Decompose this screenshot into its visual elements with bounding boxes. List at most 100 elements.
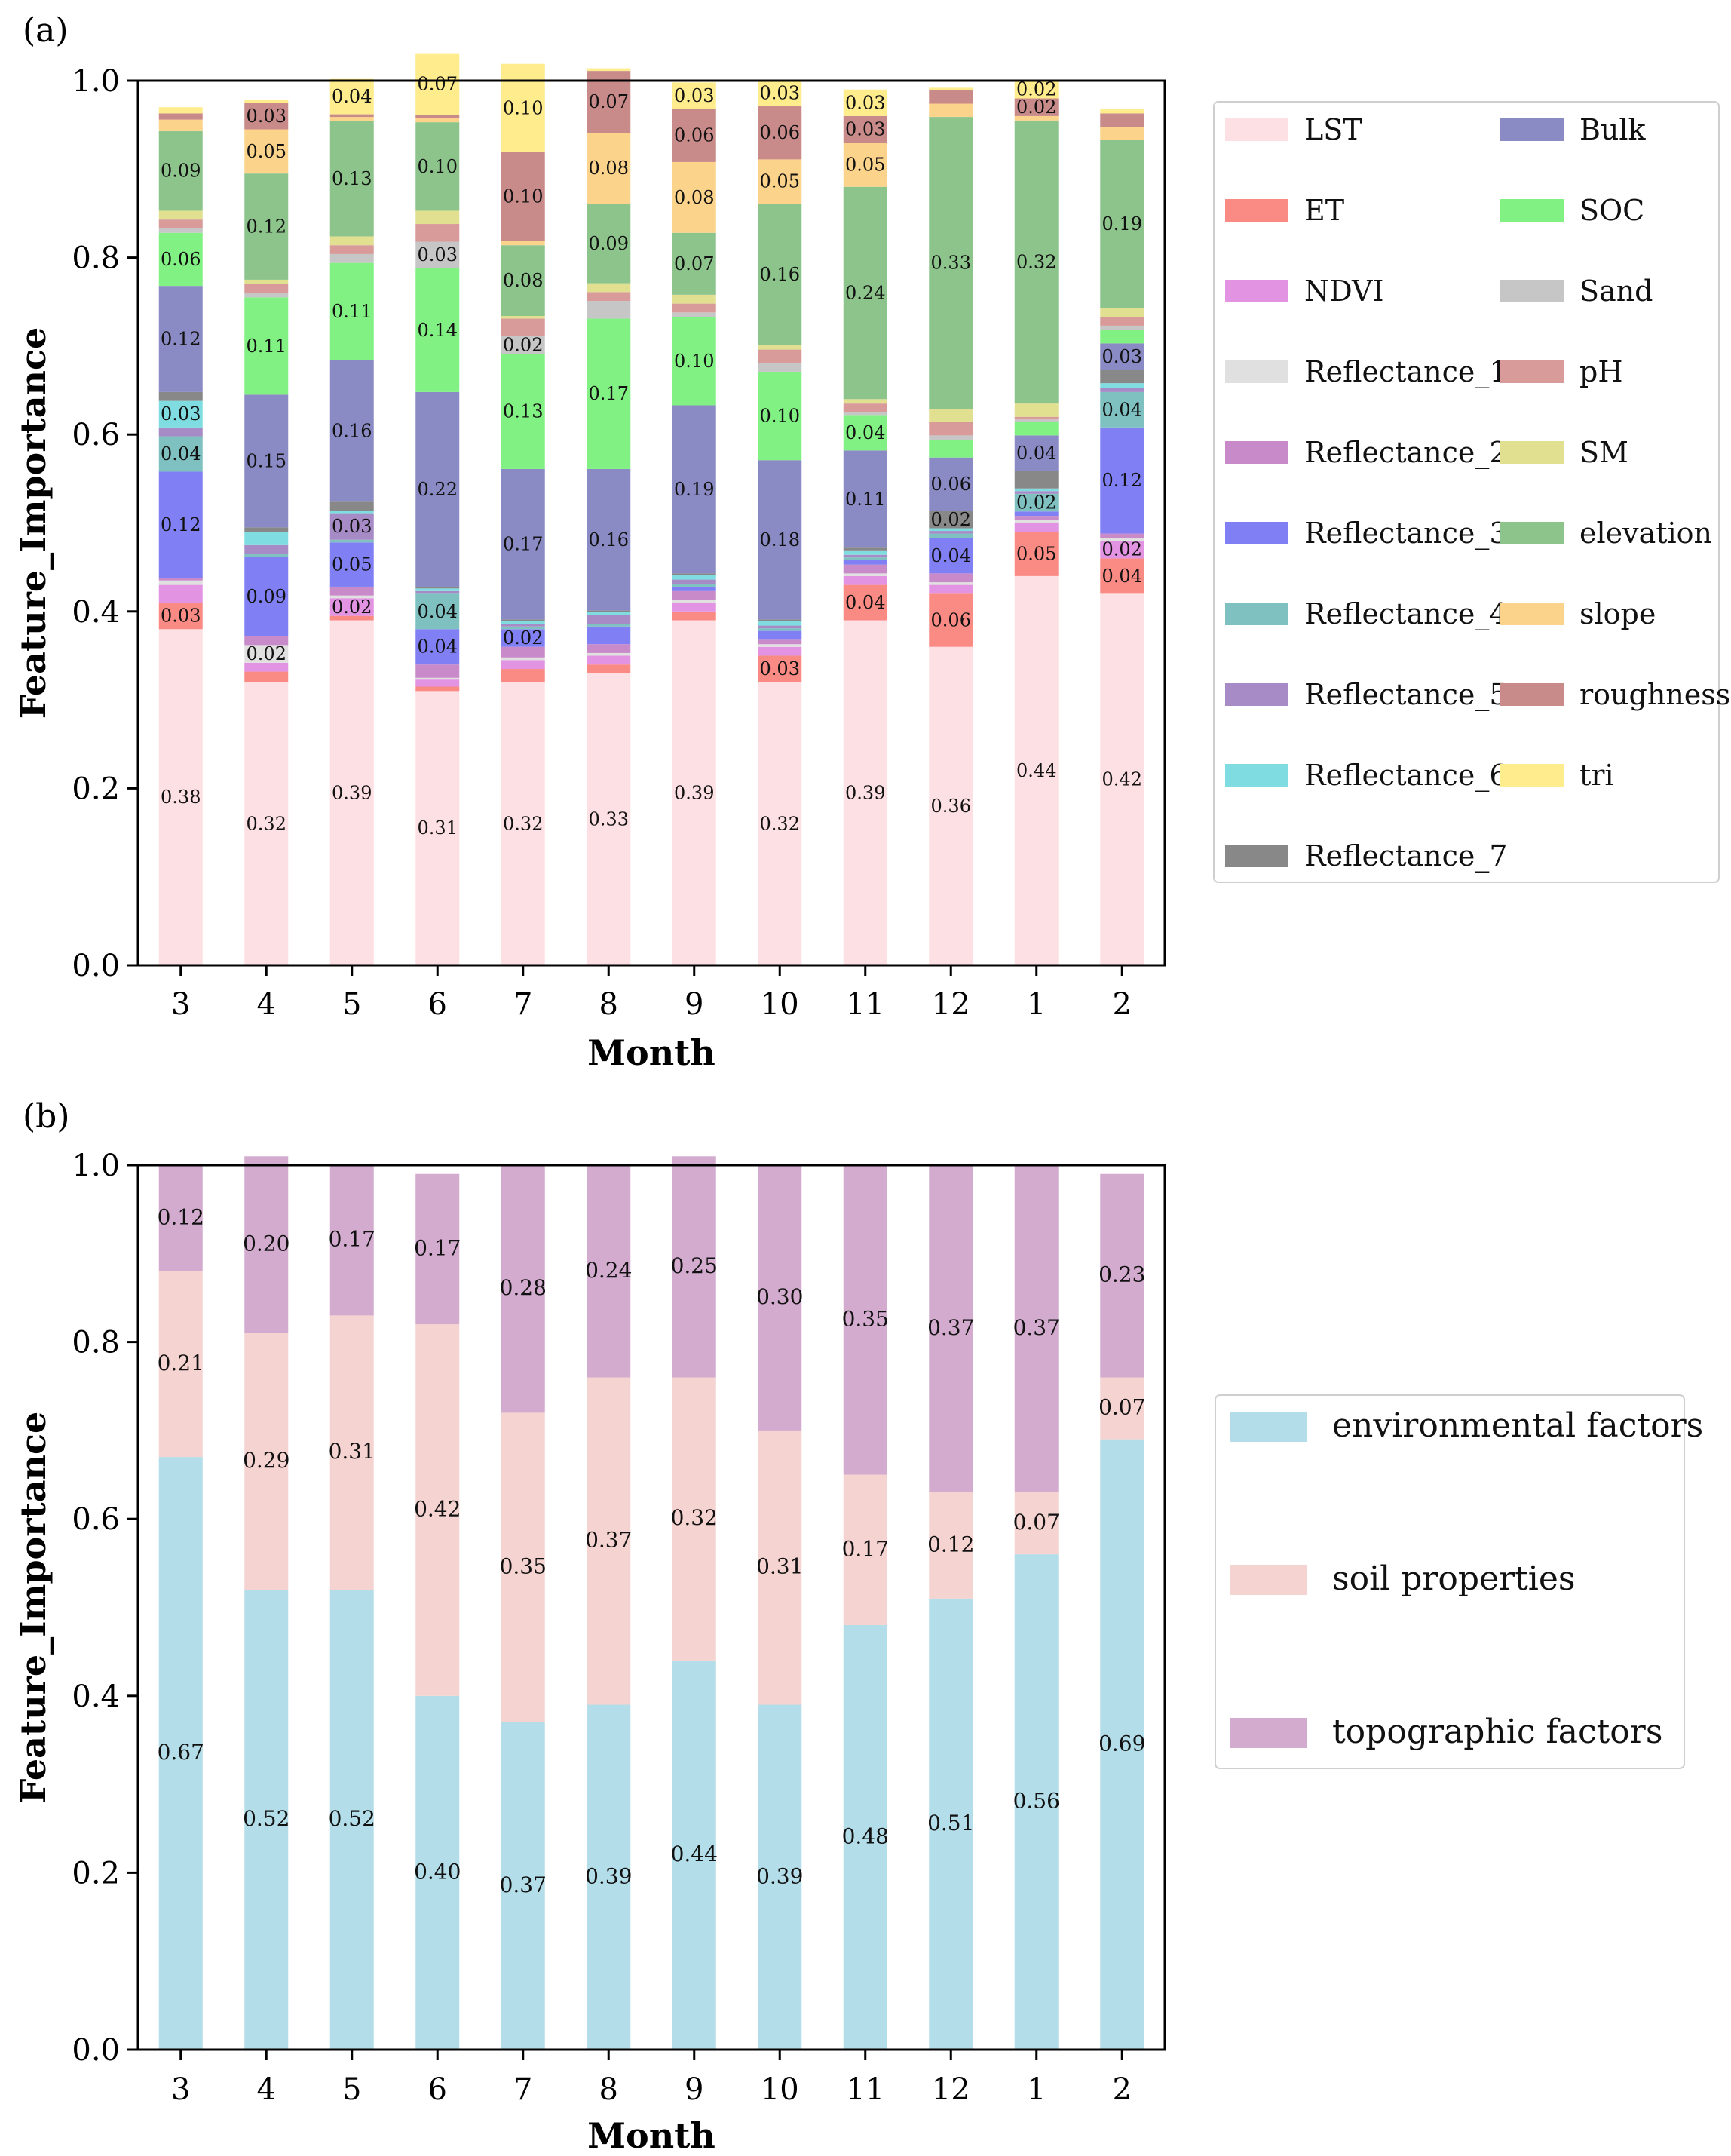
data-label: 0.07 — [674, 253, 714, 274]
data-label: 0.12 — [1102, 470, 1142, 491]
legend-label: Reflectance_5 — [1304, 678, 1508, 712]
bar-segment — [1100, 391, 1144, 428]
bar-segment — [501, 1722, 545, 2050]
bar-segment — [929, 593, 973, 647]
bar-segment — [415, 1695, 460, 2050]
x-tick-label: 11 — [846, 2072, 884, 2107]
x-tick-label: 10 — [761, 2072, 799, 2107]
bar-segment — [758, 106, 802, 160]
bar-segment — [158, 1457, 203, 2050]
bar-segment — [501, 669, 545, 682]
bar-segment — [929, 646, 973, 965]
bar-segment — [672, 1660, 716, 2050]
data-label: 0.03 — [674, 85, 714, 106]
bar-segment — [758, 630, 802, 640]
data-label: 0.10 — [674, 351, 714, 372]
bar-segment — [329, 253, 374, 263]
bar-segment — [415, 268, 460, 392]
plot-frame — [136, 1164, 1166, 2051]
data-label: 0.67 — [158, 1740, 204, 1765]
bar-segment — [672, 620, 716, 965]
bar-segment — [758, 1704, 802, 2050]
bar-segment — [843, 1474, 887, 1625]
bar-segment — [843, 403, 887, 412]
bar-segment — [758, 460, 802, 620]
data-label: 0.42 — [1102, 769, 1142, 790]
data-label: 0.08 — [589, 158, 629, 179]
bar-segment — [415, 677, 460, 680]
bar-segment — [672, 584, 716, 587]
bar-segment — [244, 173, 289, 280]
bar-segment — [843, 620, 887, 965]
data-label: 0.07 — [418, 74, 458, 95]
bar-segment — [1100, 1439, 1144, 2050]
data-label: 0.03 — [760, 658, 800, 679]
data-label: 0.09 — [589, 233, 629, 254]
bar-segment — [244, 557, 289, 636]
data-label: 0.04 — [845, 422, 885, 443]
bar-segment — [587, 1377, 631, 1705]
bar-segment — [244, 662, 289, 672]
bar-segment — [1014, 488, 1059, 492]
bar-segment — [929, 573, 973, 583]
bar-segment — [158, 107, 203, 114]
data-label: 0.13 — [503, 401, 543, 422]
data-label: 0.17 — [329, 1227, 375, 1252]
bar-segment — [929, 87, 973, 90]
bar-segment — [758, 655, 802, 682]
bar-segment — [158, 219, 203, 228]
bar-segment — [843, 115, 887, 143]
data-label: 0.11 — [845, 489, 885, 510]
bar-segment — [1100, 1173, 1144, 1378]
data-label: 0.15 — [247, 450, 286, 471]
bar-segment — [1100, 330, 1144, 344]
bar-segment — [1014, 575, 1059, 965]
bar-segment — [672, 586, 716, 591]
bar-segment — [329, 245, 374, 254]
bar-segment — [587, 283, 631, 293]
bar-segment — [329, 615, 374, 621]
bar-segment — [587, 1165, 631, 1378]
bar-segment — [158, 427, 203, 437]
bar-segment — [415, 115, 460, 118]
legend-label: LST — [1304, 113, 1362, 146]
data-label: 0.10 — [760, 406, 800, 427]
x-tick-label: 1 — [1027, 2072, 1046, 2107]
data-label: 0.05 — [1016, 544, 1056, 565]
data-label: 0.16 — [589, 529, 629, 551]
bar-segment — [329, 114, 374, 118]
data-label: 0.17 — [842, 1536, 889, 1561]
bar-segment — [501, 63, 545, 153]
bar-segment — [158, 210, 203, 220]
bar-segment — [929, 1165, 973, 1493]
bar-segment — [244, 394, 289, 528]
bar-segment — [672, 109, 716, 162]
x-tick-label: 10 — [761, 987, 799, 1022]
bar-segment — [672, 294, 716, 304]
bar-segment — [158, 1271, 203, 1458]
bar-segment — [1100, 1377, 1144, 1440]
bar-segment — [1100, 388, 1144, 392]
bar-segment — [158, 119, 203, 131]
bar-segment — [501, 646, 545, 658]
bar-segment — [1014, 422, 1059, 436]
legend-label: Reflectance_6 — [1304, 759, 1508, 793]
legend-swatch — [1500, 118, 1564, 141]
bar-segment — [758, 349, 802, 363]
data-label: 0.37 — [585, 1528, 632, 1553]
data-label: 0.38 — [161, 787, 201, 808]
bar-segment — [329, 595, 374, 599]
y-tick-label: 0.0 — [72, 949, 120, 983]
panel-label: (a) — [23, 11, 69, 50]
bar-segment — [929, 457, 973, 511]
bar-segment — [672, 82, 716, 109]
data-label: 0.03 — [418, 244, 458, 265]
bar-segment — [415, 122, 460, 211]
data-label: 0.19 — [1102, 213, 1142, 235]
bar-segment — [158, 603, 203, 630]
bar-segment — [929, 584, 973, 594]
bar-segment — [244, 284, 289, 293]
data-label: 0.06 — [931, 474, 971, 495]
bar-segment — [672, 579, 716, 584]
bar-segment — [244, 1156, 289, 1333]
